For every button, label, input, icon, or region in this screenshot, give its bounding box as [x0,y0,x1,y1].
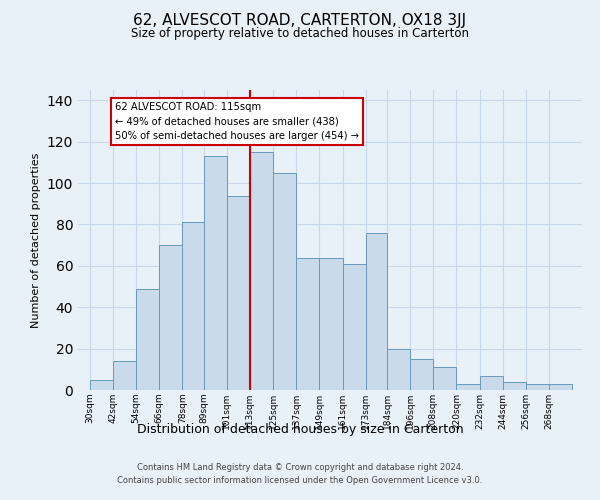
Bar [343,264,366,390]
Text: 62, ALVESCOT ROAD, CARTERTON, OX18 3JJ: 62, ALVESCOT ROAD, CARTERTON, OX18 3JJ [133,12,467,28]
Bar [182,222,203,390]
Text: Size of property relative to detached houses in Carterton: Size of property relative to detached ho… [131,28,469,40]
Bar [203,156,227,390]
Bar [549,384,572,390]
Text: 62 ALVESCOT ROAD: 115sqm
← 49% of detached houses are smaller (438)
50% of semi-: 62 ALVESCOT ROAD: 115sqm ← 49% of detach… [115,102,359,141]
Bar [503,382,526,390]
Bar [410,359,433,390]
Bar [319,258,343,390]
Bar [113,361,136,390]
Bar [136,288,159,390]
Bar [159,245,182,390]
Text: Distribution of detached houses by size in Carterton: Distribution of detached houses by size … [137,422,463,436]
Bar [366,233,387,390]
Text: Contains HM Land Registry data © Crown copyright and database right 2024.: Contains HM Land Registry data © Crown c… [137,462,463,471]
Bar [250,152,273,390]
Bar [296,258,319,390]
Bar [273,173,296,390]
Bar [433,367,457,390]
Bar [526,384,549,390]
Bar [227,196,250,390]
Y-axis label: Number of detached properties: Number of detached properties [31,152,41,328]
Text: Contains public sector information licensed under the Open Government Licence v3: Contains public sector information licen… [118,476,482,485]
Bar [89,380,113,390]
Bar [387,348,410,390]
Bar [479,376,503,390]
Bar [457,384,479,390]
